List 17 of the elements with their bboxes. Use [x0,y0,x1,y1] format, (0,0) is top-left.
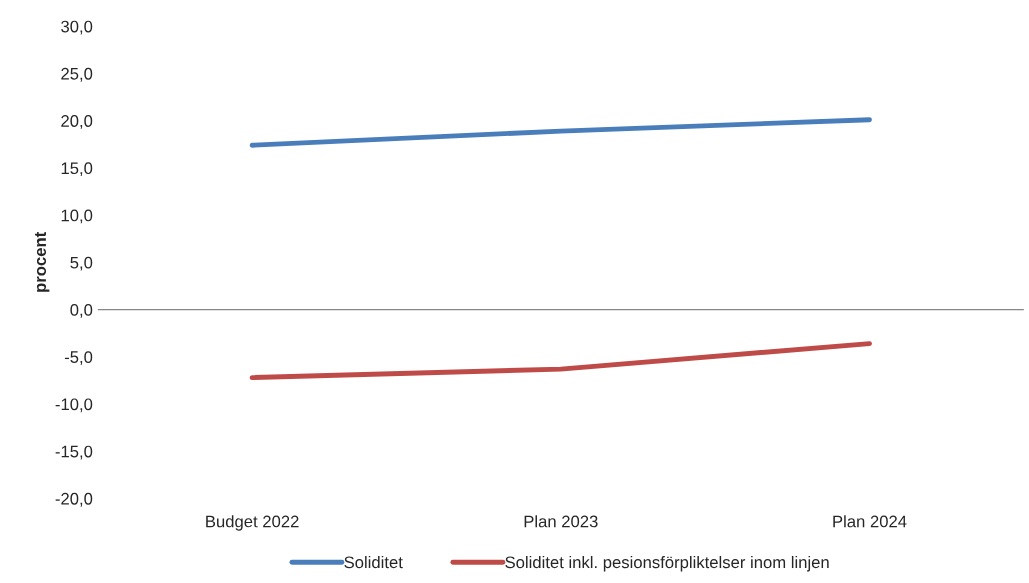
y-tick-label: -15,0 [55,445,93,460]
x-tick-label: Budget 2022 [206,515,299,531]
y-tick-label: -20,0 [55,492,93,507]
y-tick-label: -10,0 [55,398,93,413]
x-tick-label: Plan 2023 [524,515,598,528]
x-tick-label: Plan 2024 [833,515,907,528]
y-tick-label: 15,0 [61,162,93,177]
legend-label: Soliditet [344,555,403,569]
y-tick-label: 10,0 [61,209,93,224]
legend-label: Soliditet inkl. pesionsförpliktelser inom linjen [505,555,829,572]
y-tick-label: 30,0 [61,20,93,35]
y-tick-label: 5,0 [70,256,93,271]
y-tick-label: 25,0 [61,67,93,82]
y-tick-label: 0,0 [70,303,93,318]
y-tick-label: -5,0 [64,351,93,365]
y-axis-title: procent [35,231,50,292]
y-tick-label: 20,0 [61,115,93,129]
